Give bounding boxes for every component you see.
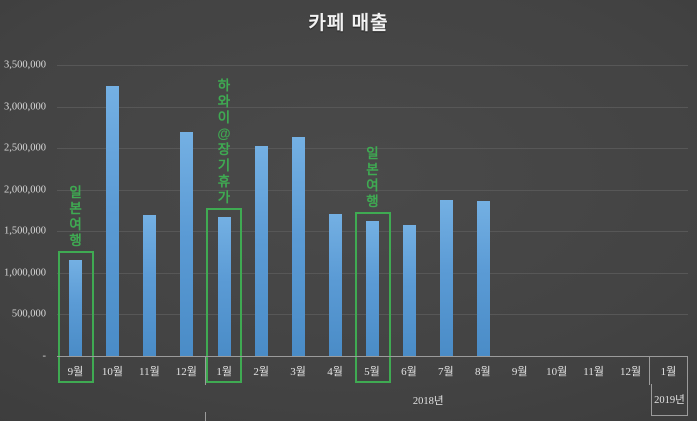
bar[interactable]	[366, 221, 379, 356]
gridline	[57, 106, 688, 108]
category-label[interactable]: 5월	[364, 366, 380, 378]
plot-area	[57, 65, 688, 383]
y-axis-tick-label: 3,500,000	[4, 59, 46, 71]
annotation-label: 하와이@장기휴가	[217, 78, 231, 206]
y-axis-tick-label: -	[42, 350, 47, 362]
category-label[interactable]: 8월	[474, 366, 491, 378]
y-axis-tick-label: 1,500,000	[4, 225, 46, 237]
bar[interactable]	[69, 259, 83, 356]
y-axis-tick-label: 3,000,000	[4, 101, 46, 113]
category-label[interactable]: 1월	[204, 357, 243, 385]
y-axis-tick-label: 500,000	[11, 308, 46, 320]
bar[interactable]	[403, 224, 417, 356]
category-label[interactable]: 6월	[401, 366, 417, 378]
gridline	[57, 65, 688, 66]
year-group-label: 2018년	[412, 395, 444, 407]
category-label[interactable]: 4월	[327, 366, 343, 378]
y-axis-tick-label: 2,000,000	[4, 184, 46, 196]
bar[interactable]	[291, 136, 305, 356]
year-group-label	[57, 384, 205, 416]
chart-title: 카페 매출	[308, 13, 389, 34]
year-group-label: 2019년	[650, 384, 688, 416]
category-label[interactable]: 12월	[619, 366, 642, 378]
annotation-label: 일본여행	[69, 184, 82, 248]
y-axis-tick-label: 2,500,000	[4, 142, 46, 154]
category-label[interactable]: 9월	[511, 366, 528, 378]
bar[interactable]	[180, 131, 194, 356]
bar[interactable]	[328, 213, 342, 356]
category-label[interactable]: 10월	[546, 366, 568, 378]
bar[interactable]	[143, 214, 157, 356]
category-label[interactable]: 7월	[438, 366, 454, 378]
category-label[interactable]: 9월	[67, 366, 84, 378]
bar[interactable]	[440, 199, 454, 356]
gridline	[57, 148, 688, 150]
bar[interactable]	[106, 85, 120, 356]
annotation-label: 일본여행	[366, 146, 379, 210]
category-label[interactable]: 11월	[583, 366, 604, 378]
category-label[interactable]: 12월	[175, 366, 197, 378]
category-label[interactable]: 2월	[253, 366, 269, 378]
bar[interactable]	[254, 146, 268, 356]
category-axis: 9월 10월 11월 12월 1월 2월 3월 4월 5월 6월 7월 8월 9월 10월 11월 12월 1월…	[57, 356, 688, 421]
category-label[interactable]: 10월	[101, 366, 123, 378]
category-label[interactable]: 1월	[649, 357, 688, 385]
year-divider	[205, 412, 207, 421]
category-label[interactable]: 11월	[138, 366, 160, 378]
gridline	[57, 189, 688, 191]
bar[interactable]	[477, 200, 491, 356]
year-row: 2018년 2019년	[57, 384, 688, 421]
y-axis-tick-label: 1,000,000	[4, 267, 46, 279]
category-row: 9월 10월 11월 12월 1월 2월 3월 4월 5월 6월 7월 8월 9월 10월 11월 12월 1월	[57, 356, 688, 385]
bar[interactable]	[217, 217, 231, 356]
category-label[interactable]: 3월	[290, 366, 306, 378]
